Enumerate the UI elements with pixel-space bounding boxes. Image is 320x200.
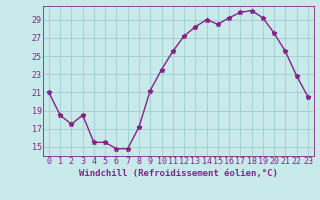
X-axis label: Windchill (Refroidissement éolien,°C): Windchill (Refroidissement éolien,°C) (79, 169, 278, 178)
